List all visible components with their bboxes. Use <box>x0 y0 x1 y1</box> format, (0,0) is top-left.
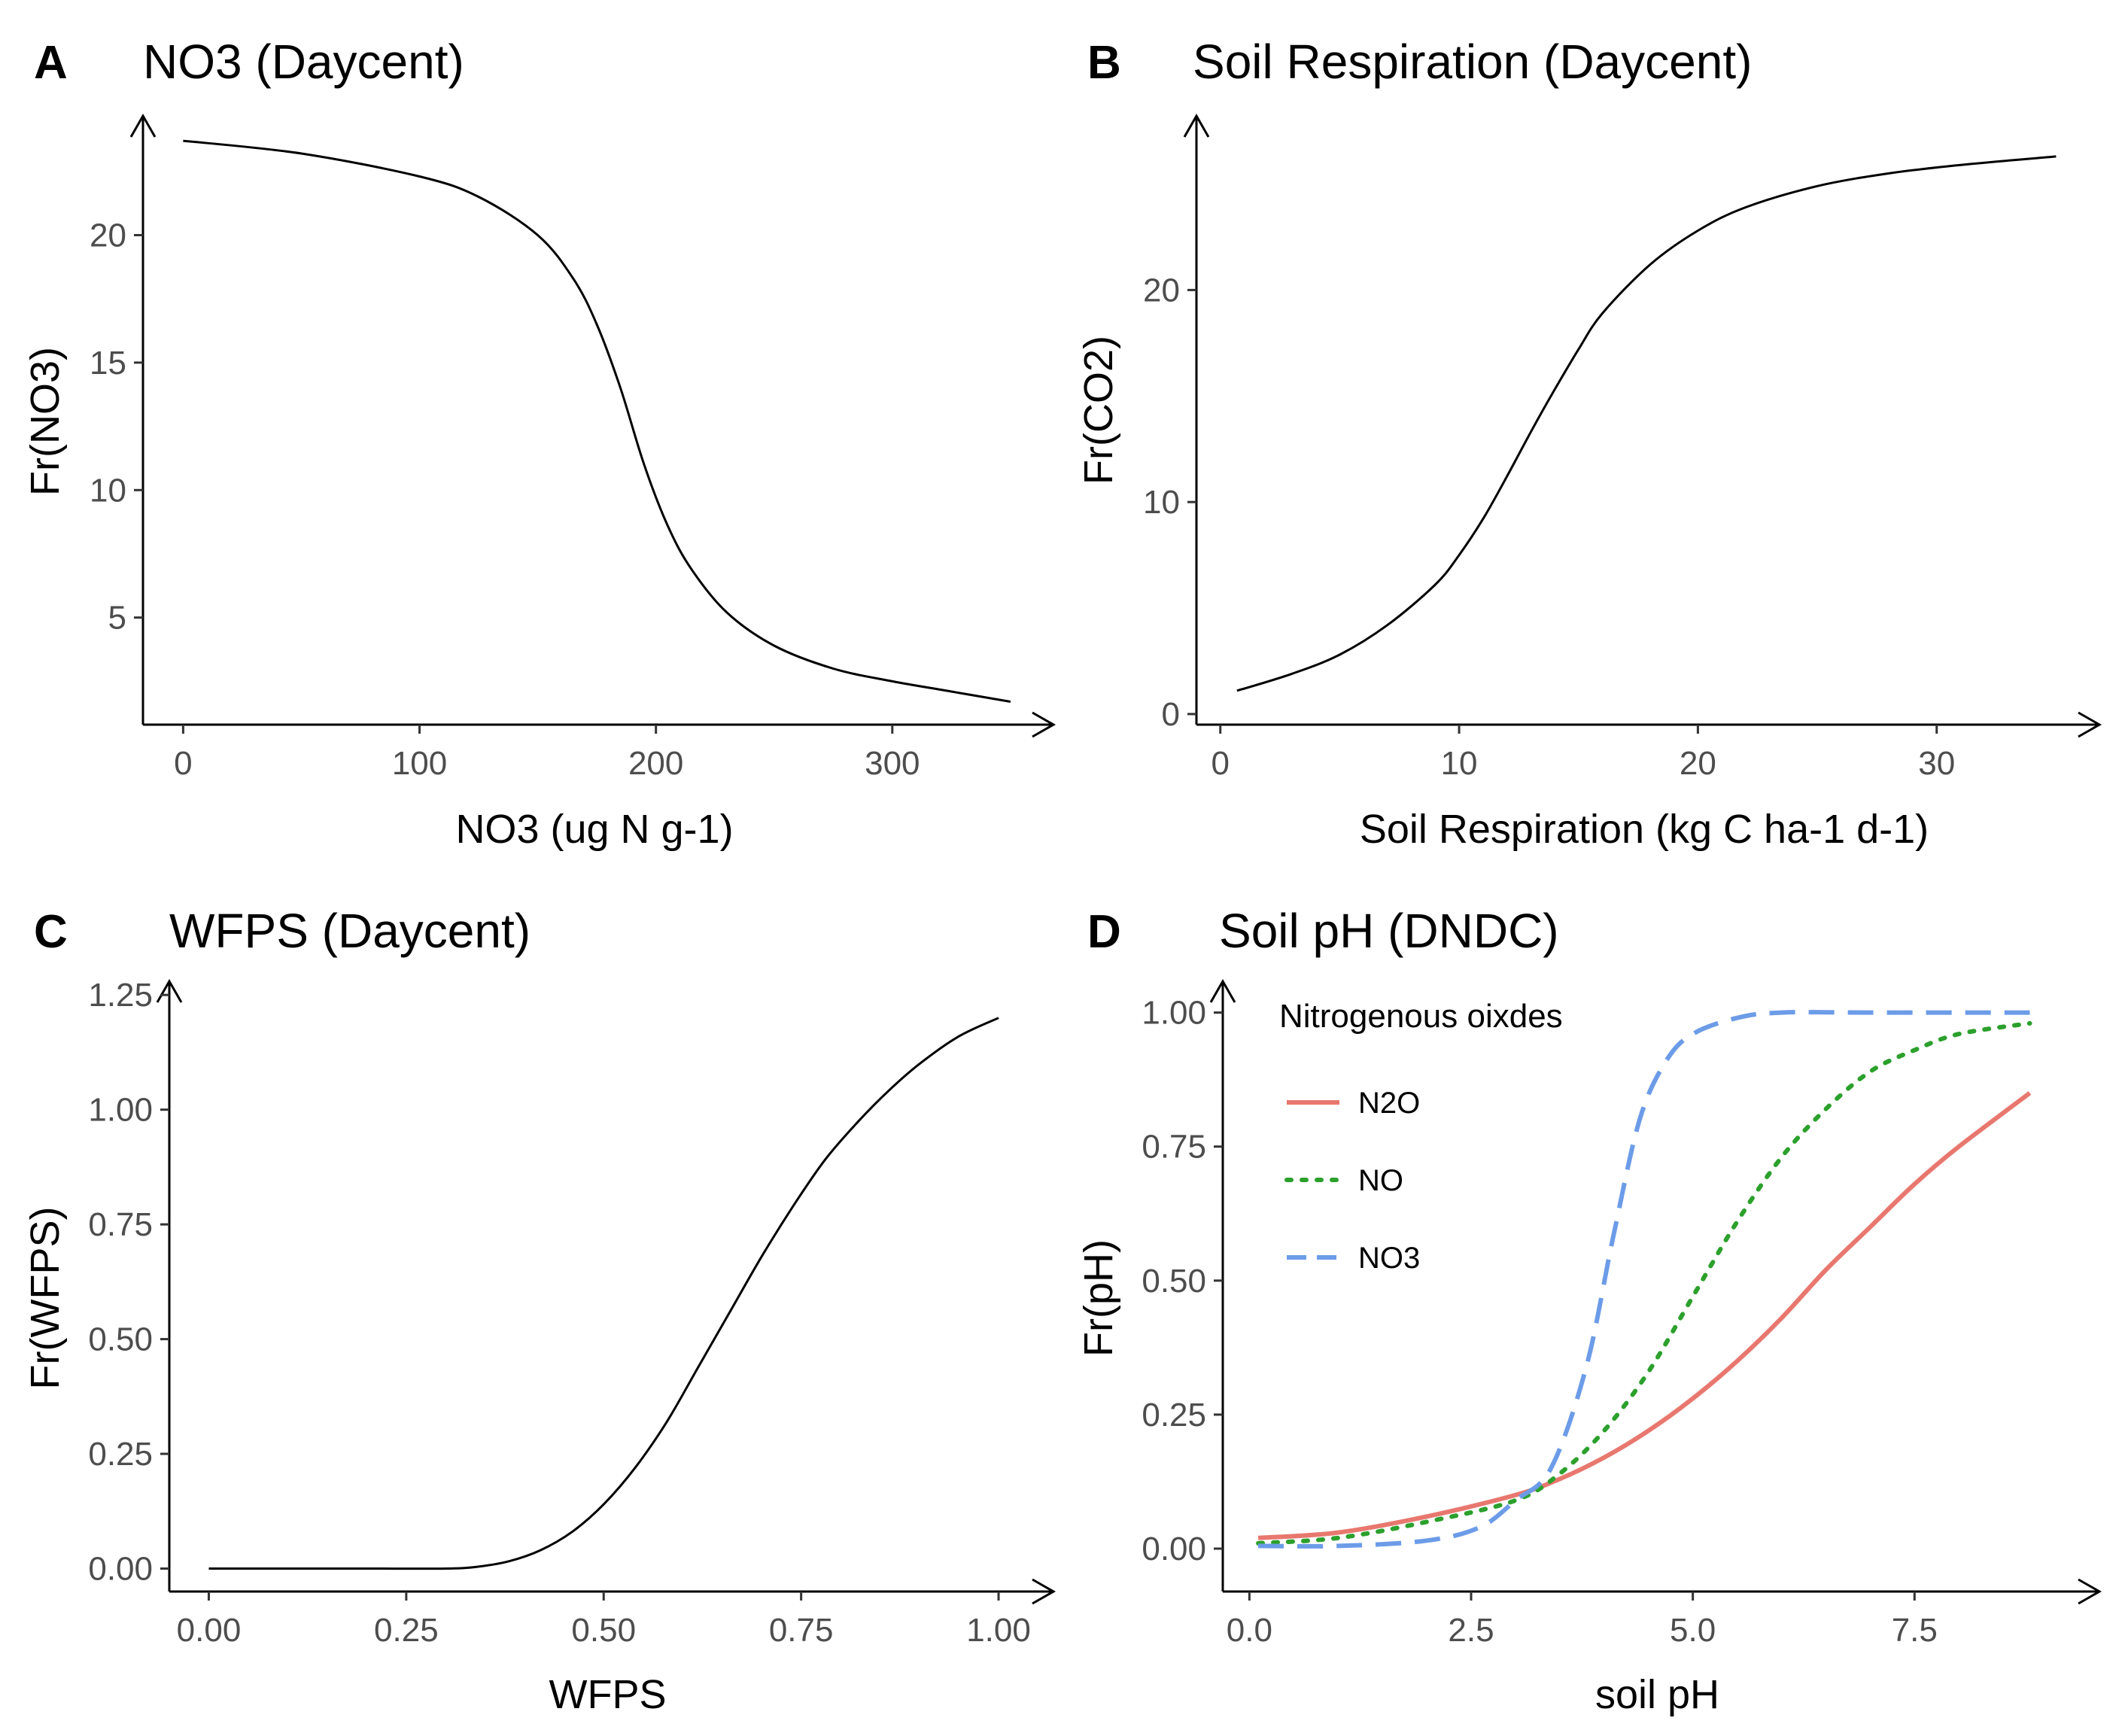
panel-title: WFPS (Daycent) <box>169 904 530 958</box>
y-tick-label: 20 <box>90 217 126 254</box>
x-axis-title: WFPS <box>549 1672 667 1717</box>
x-tick-label: 2.5 <box>1448 1612 1494 1649</box>
panel-title: Soil Respiration (Daycent) <box>1193 35 1752 89</box>
x-tick-label: 1.00 <box>966 1612 1031 1649</box>
x-axis-title: NO3 (ug N g-1) <box>455 807 733 852</box>
legend-title: Nitrogenous oixdes <box>1279 998 1563 1035</box>
y-tick-label: 1.00 <box>88 1092 153 1129</box>
x-axis-arrow <box>2078 1578 2102 1605</box>
y-tick-label: 0.25 <box>88 1436 153 1473</box>
y-tick-label: 0.50 <box>88 1321 153 1358</box>
x-axis-title: soil pH <box>1595 1672 1719 1717</box>
y-axis-arrow <box>129 113 157 138</box>
y-axis-arrow <box>1209 978 1236 1003</box>
x-tick-label: 10 <box>1441 745 1478 782</box>
y-tick-label: 5 <box>108 600 126 637</box>
y-tick-label: 0.00 <box>1142 1531 1206 1567</box>
y-tick-label: 1.00 <box>1142 995 1206 1032</box>
x-tick-label: 0.0 <box>1227 1612 1272 1649</box>
y-tick-label: 15 <box>90 345 126 382</box>
y-axis-title: Fr(pH) <box>1076 1239 1121 1357</box>
x-tick-label: 0 <box>1211 745 1229 782</box>
series-line-n2o <box>1257 1091 2032 1540</box>
panel-title: NO3 (Daycent) <box>143 35 464 89</box>
x-tick-label: 300 <box>865 745 920 782</box>
y-axis-arrow <box>1183 113 1210 138</box>
y-tick-label: 20 <box>1143 272 1180 309</box>
x-tick-label: 0.50 <box>571 1612 636 1649</box>
legend-label: N2O <box>1358 1087 1420 1120</box>
y-tick-label: 10 <box>90 472 126 509</box>
y-tick-label: 0.75 <box>1142 1129 1206 1166</box>
x-tick-label: 200 <box>628 745 683 782</box>
panel-d: D Soil pH (DNDC) 0.0 2.5 5.0 7.5 0.00 0.25 0.50 0… <box>1076 904 2102 1717</box>
y-tick-label: 1.25 <box>88 977 153 1014</box>
panel-title: Soil pH (DNDC) <box>1219 904 1559 958</box>
panel-letter: A <box>34 37 68 89</box>
x-axis-arrow <box>2078 711 2102 738</box>
x-tick-label: 30 <box>1918 745 1955 782</box>
panel-c: C WFPS (Daycent) 0.00 0.25 0.50 0.75 1.00 0.00 0… <box>23 904 1056 1717</box>
panel-letter: B <box>1087 37 1121 89</box>
series-line-fr(co2) <box>1236 155 2057 692</box>
y-axis-title: Fr(CO2) <box>1076 336 1121 485</box>
x-axis-arrow <box>1032 1578 1056 1605</box>
series-line-fr(no3) <box>183 139 1011 703</box>
y-tick-label: 0.00 <box>88 1551 153 1588</box>
panel-letter: D <box>1087 906 1121 958</box>
panel-letter: C <box>34 906 68 958</box>
y-tick-label: 0 <box>1162 696 1180 733</box>
x-tick-label: 7.5 <box>1892 1612 1938 1649</box>
x-tick-label: 5.0 <box>1670 1612 1716 1649</box>
panel-a: A NO3 (Daycent) 0 100 200 300 5 10 15 20 NO3 (ug N… <box>23 35 1056 852</box>
legend-label: NO <box>1358 1164 1403 1197</box>
x-tick-label: 0.25 <box>374 1612 439 1649</box>
y-tick-label: 10 <box>1143 484 1180 521</box>
y-axis-title: Fr(WFPS) <box>23 1207 68 1390</box>
panel-b: B Soil Respiration (Daycent) 0 10 20 30 0 10 20 S… <box>1076 35 2102 852</box>
series-line-no <box>1256 1020 2032 1546</box>
x-tick-label: 0.75 <box>769 1612 834 1649</box>
y-tick-label: 0.50 <box>1142 1263 1206 1300</box>
x-tick-label: 0.00 <box>177 1612 242 1649</box>
y-axis-title: Fr(NO3) <box>23 347 68 496</box>
series-line-no3 <box>1258 1010 2030 1549</box>
x-tick-label: 100 <box>392 745 447 782</box>
x-axis-title: Soil Respiration (kg C ha-1 d-1) <box>1360 807 1929 852</box>
legend-label: NO3 <box>1358 1242 1420 1275</box>
x-tick-label: 0 <box>174 745 192 782</box>
series-line-fr(wfps) <box>208 1017 999 1570</box>
x-tick-label: 20 <box>1680 745 1716 782</box>
y-tick-label: 0.25 <box>1142 1397 1206 1433</box>
y-tick-label: 0.75 <box>88 1206 153 1243</box>
x-axis-arrow <box>1032 711 1056 738</box>
